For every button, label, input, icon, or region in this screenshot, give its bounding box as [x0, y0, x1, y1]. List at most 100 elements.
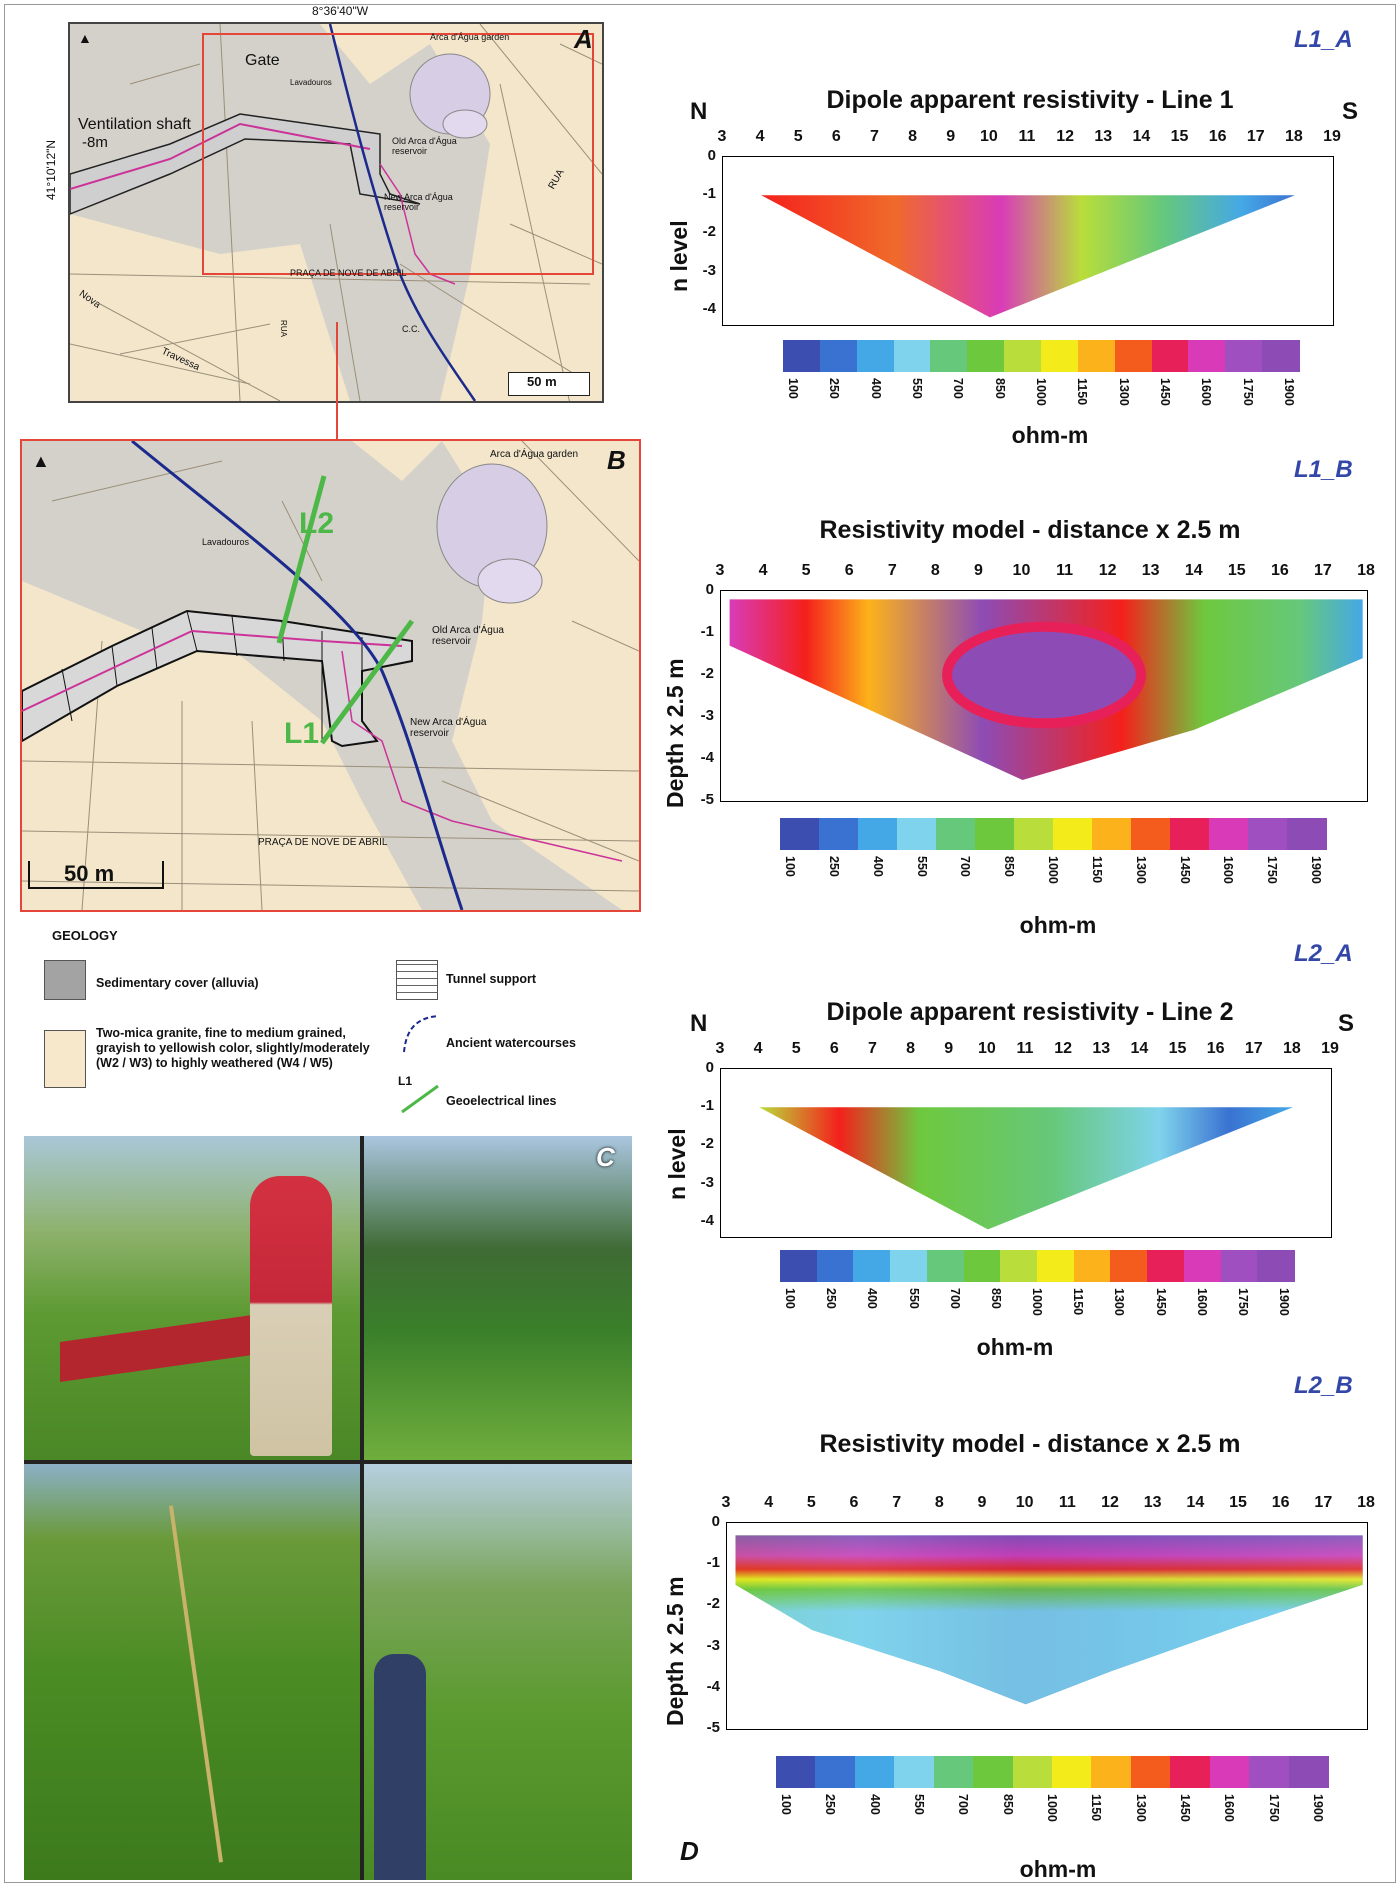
colorbar-tick-label: 700	[956, 1794, 971, 1815]
colorbar-swatch	[1170, 818, 1210, 850]
colorbar-tick-label: 850	[988, 1288, 1003, 1309]
colorbar-swatch	[819, 818, 859, 850]
colorbar-swatch	[1053, 818, 1093, 850]
map-b-old-reservoir: Old Arca d'Água reservoir	[432, 625, 504, 647]
x-tick-label: 15	[1170, 128, 1189, 145]
north-label-l1a: N	[690, 98, 708, 125]
colorbar	[780, 818, 1327, 850]
map-a-new-reservoir: New Arca d'Água reservoir	[384, 192, 453, 212]
colorbar-tick-label: 1900	[1277, 1288, 1291, 1316]
colorbar-swatch	[893, 340, 932, 372]
y-tick-label: -3	[706, 1636, 720, 1654]
x-tick-label: 17	[1314, 562, 1332, 579]
y-axis-label-l2a: n level	[664, 1128, 690, 1200]
colorbar-swatch	[1225, 340, 1264, 372]
colorbar-tick-label: 1450	[1153, 1288, 1168, 1316]
x-tick-label: 11	[1018, 128, 1036, 145]
y-tick-label: 0	[711, 1513, 720, 1530]
x-tick-label: 3	[717, 128, 727, 145]
x-tick-label: 8	[930, 562, 940, 579]
chart-title-l1b: Resistivity model - distance x 2.5 m	[819, 516, 1241, 544]
legend-tunnel-swatch	[396, 960, 438, 1000]
x-tick-label: 10	[1015, 1494, 1034, 1511]
colorbar-swatch	[1037, 1250, 1075, 1282]
colorbar-tick-label: 1000	[1030, 1288, 1044, 1316]
colorbar-swatch	[894, 1756, 935, 1788]
x-tick-label: 14	[1184, 562, 1203, 579]
x-tick-label: 6	[829, 1040, 839, 1057]
south-label-l2a: S	[1338, 1010, 1355, 1037]
colorbar-swatch	[819, 340, 858, 372]
x-tick-label: 12	[1101, 1494, 1119, 1511]
colorbar-tick-label: 1000	[1045, 1794, 1059, 1822]
y-tick-label: -2	[702, 223, 716, 241]
colorbar-tick-label: 1150	[1089, 1794, 1104, 1822]
map-b-scalebar: 50 m	[28, 861, 164, 889]
colorbar-tick-label: 850	[992, 378, 1007, 399]
map-a-gate-label: Gate	[245, 52, 280, 69]
colorbar-tick-label: 250	[824, 1288, 839, 1309]
colorbar-tick-label: 1750	[1240, 378, 1255, 406]
chart-l1a	[722, 156, 1334, 326]
photo-panel-label: C	[596, 1142, 615, 1172]
colorbar-swatch	[1220, 1250, 1259, 1282]
colorbar-tick-label: 250	[827, 378, 842, 399]
x-tick-label: 12	[1056, 128, 1075, 145]
map-a-label: A	[574, 24, 593, 54]
x-tick-label: 17	[1244, 1040, 1263, 1057]
legend-title: GEOLOGY	[52, 928, 118, 943]
colorbar-swatch	[1287, 818, 1327, 850]
x-tick-label: 9	[973, 562, 983, 579]
photo-electrode-pole	[168, 1505, 224, 1863]
colorbar-swatch	[1188, 340, 1227, 372]
photo-operator	[250, 1176, 332, 1456]
colorbar-tick-label: 550	[910, 378, 924, 399]
y-tick-label: -1	[700, 623, 714, 640]
chart-title-l2b: Resistivity model - distance x 2.5 m	[819, 1430, 1241, 1458]
x-tick-label: 10	[977, 1040, 996, 1057]
x-tick-label: 12	[1098, 562, 1117, 579]
map-b-garden-label: Arca d'Água garden	[490, 449, 579, 460]
legend-granite-text: Two-mica granite, fine to medium grained…	[96, 1026, 370, 1070]
y-tick-label: -2	[700, 665, 714, 682]
colorbar-swatch	[1092, 818, 1132, 850]
x-tick-label: 7	[868, 1040, 877, 1057]
colorbar-swatch	[1209, 1756, 1251, 1788]
y-tick-label: -2	[700, 1135, 714, 1153]
colorbar-swatch	[1170, 1756, 1211, 1788]
colorbar-swatch	[856, 340, 895, 372]
colorbar-tick-label: 1750	[1266, 1794, 1281, 1822]
line-l1	[319, 619, 415, 745]
colorbar-tick-label: 100	[783, 1288, 797, 1309]
colorbar-tick-label: 1750	[1235, 1288, 1250, 1316]
map-b: B ▲ L2 L1 Arca d'Água garden Old Arca d'…	[20, 439, 641, 912]
colorbar-unit-label: ohm-m	[1019, 1856, 1097, 1882]
x-tick-label: 4	[753, 1040, 763, 1057]
x-tick-label: 4	[764, 1494, 774, 1511]
colorbar-swatch	[973, 1756, 1014, 1788]
x-tick-label: 11	[1016, 1040, 1034, 1057]
y-tick-label: -4	[700, 1211, 714, 1229]
colorbar-tick-label: 1900	[1309, 856, 1323, 884]
x-tick-label: 18	[1284, 128, 1303, 145]
colorbar-tick-label: 100	[783, 856, 797, 877]
inset-connector	[336, 322, 338, 440]
x-tick-label: 16	[1270, 562, 1289, 579]
map-b-scale-text: 50 m	[64, 861, 115, 886]
colorbar-tick-label: 1300	[1133, 856, 1148, 884]
colorbar-swatch	[1288, 1756, 1329, 1788]
colorbar-tick-label: 1450	[1158, 378, 1172, 406]
colorbar-swatch	[1091, 1756, 1132, 1788]
y-tick-label: -1	[706, 1554, 720, 1572]
x-tick-label: 13	[1094, 128, 1113, 145]
map-a-old-reservoir: Old Arca d'Água reservoir	[392, 136, 457, 156]
y-axis-label-l1b: Depth x 2.5 m	[662, 658, 688, 808]
colorbar-swatch	[1209, 818, 1249, 850]
colorbar-tick-label: 400	[870, 856, 885, 877]
chart-l2a	[720, 1068, 1332, 1238]
colorbar-tick-label: 550	[906, 1288, 921, 1309]
colorbar-unit-label: ohm-m	[1019, 912, 1097, 938]
chart-l2b	[726, 1522, 1368, 1730]
x-tick-label: 13	[1141, 562, 1160, 579]
map-a-vent-label: Ventilation shaft	[78, 116, 191, 133]
